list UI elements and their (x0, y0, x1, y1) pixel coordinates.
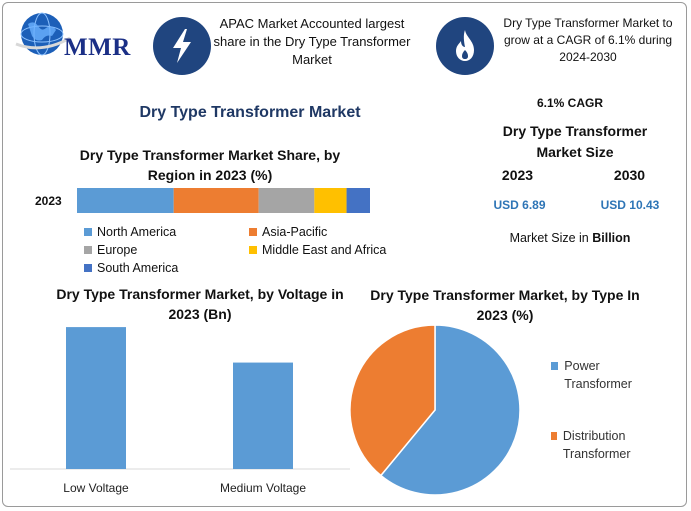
legend-item-asia-pacific: Asia-Pacific (249, 225, 327, 239)
flame-icon (436, 17, 494, 75)
legend-label: Middle East and Africa (262, 243, 387, 257)
voltage-chart-title: Dry Type Transformer Market, by Voltage … (56, 286, 344, 322)
legend-swatch (551, 432, 557, 440)
infographic-frame (2, 2, 687, 507)
region-category-label: 2023 (35, 194, 62, 208)
pie-legend-power: Power Transformer (551, 357, 661, 393)
region-chart: 2023 (35, 188, 370, 213)
lightning-icon (153, 17, 211, 75)
voltage-chart: Low Voltage Medium Voltage (10, 327, 350, 495)
type-chart-title: Dry Type Transformer Market, by Type In … (370, 287, 640, 323)
legend-swatch (84, 246, 92, 254)
market-value-2030: USD 10.43 (600, 198, 660, 212)
year-2023: 2023 (501, 167, 534, 183)
region-legend: North America Asia-Pacific Europe Middle… (84, 225, 394, 277)
main-title: Dry Type Transformer Market (139, 104, 361, 121)
pie-legend-distribution: Distribution Transformer (551, 427, 661, 463)
legend-item-middle-east-africa: Middle East and Africa (249, 243, 386, 257)
legend-swatch (249, 228, 257, 236)
legend-swatch (84, 264, 92, 272)
region-segment-middle-east-and-africa (314, 188, 347, 213)
logo: MMR (12, 10, 137, 61)
unit-prefix: Market Size in (509, 231, 593, 245)
voltage-bar-low-voltage (66, 327, 126, 469)
region-chart-title: Dry Type Transformer Market Share, by Re… (79, 147, 341, 183)
legend-label: North America (97, 225, 177, 239)
legend-label: Distribution Transformer (562, 429, 631, 461)
legend-swatch (249, 246, 257, 254)
legend-item-south-america: South America (84, 261, 178, 275)
year-2030: 2030 (613, 167, 646, 183)
header-right-text: Dry Type Transformer Market to grow at a… (503, 16, 673, 64)
legend-label: Europe (97, 243, 138, 257)
region-segment-south-america (346, 188, 370, 213)
region-segment-europe (258, 188, 315, 213)
logo-text: MMR (64, 34, 131, 61)
pie-slice-power-transformer (379, 324, 521, 496)
region-segment-north-america (77, 188, 174, 213)
legend-item-north-america: North America (84, 225, 176, 239)
legend-label: Power Transformer (564, 359, 632, 391)
cagr-label: 6.1% CAGR (536, 96, 604, 110)
market-size-title: Dry Type Transformer Market Size (502, 123, 648, 160)
legend-label: Asia-Pacific (262, 225, 328, 239)
type-pie-chart (349, 324, 521, 496)
header-left-text: APAC Market Accounted largest share in t… (213, 16, 411, 67)
legend-swatch (84, 228, 92, 236)
market-value-2023: USD 6.89 (493, 198, 546, 212)
legend-item-europe: Europe (84, 243, 137, 257)
voltage-bar-medium-voltage (233, 362, 293, 469)
legend-swatch (551, 362, 559, 370)
voltage-tick-label: Low Voltage (63, 481, 129, 495)
market-size-unit: Market Size in Billion (480, 231, 660, 245)
region-segment-asia-pacific (173, 188, 259, 213)
unit-bold: Billion (592, 231, 631, 245)
globe-icon (15, 12, 71, 56)
voltage-tick-label: Medium Voltage (220, 481, 306, 495)
pie-slice-distribution-transformer (349, 324, 436, 477)
legend-label: South America (97, 261, 179, 275)
